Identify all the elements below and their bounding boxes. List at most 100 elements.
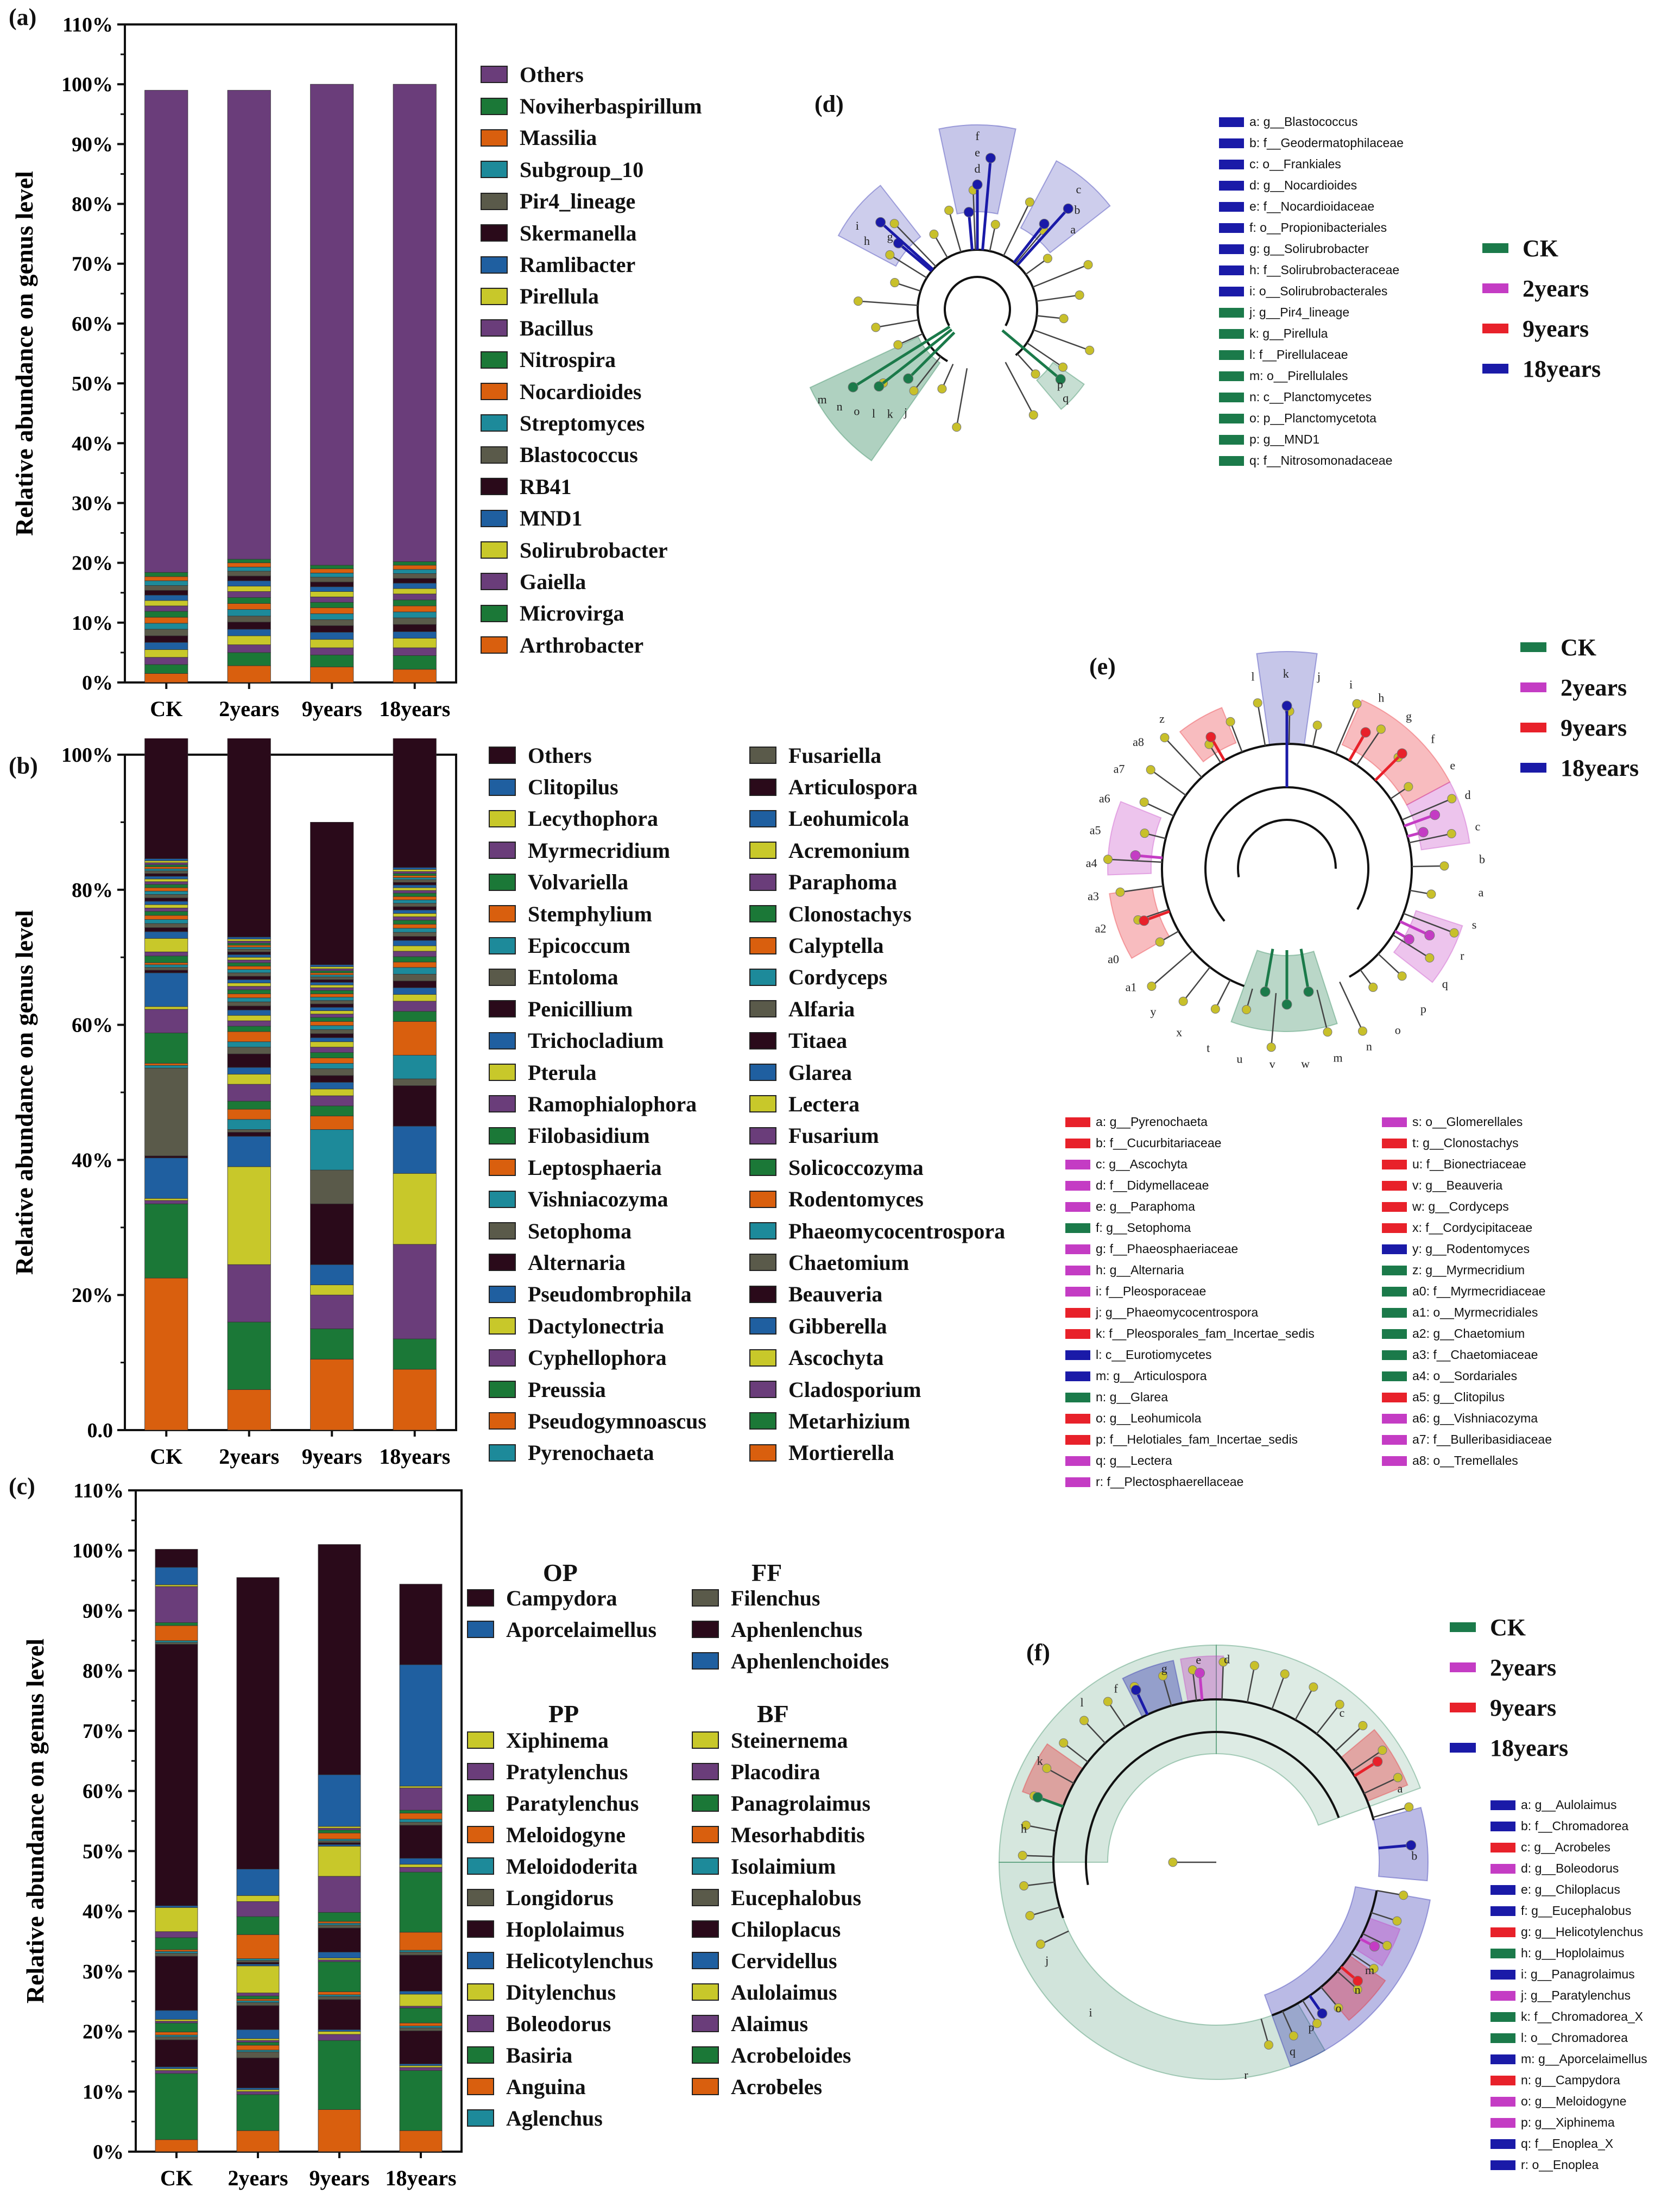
bar-segment-clitopilus [393,867,437,870]
bar-segment-aphenlenchus [155,1956,198,2011]
group-legend-item-18years: 18years [1450,1728,1568,1768]
taxon-label: a: g__Blastococcus [1249,115,1358,129]
clado-node [1430,810,1441,820]
legend-b-item-pterula: Pterula [489,1057,706,1088]
taxon-label: d: f__Didymellaceae [1096,1178,1209,1192]
bar-segment-aphenlenchoides [399,1990,443,1995]
bar-segment-acrobeles [236,2130,280,2152]
bar-segment-mesorhabditis [399,2022,443,2026]
bar-segment-dactylonectria [227,983,271,987]
bar-segment-massilia [227,562,271,567]
taxon-swatch [1219,371,1244,381]
panel-label-f: (f) [1026,1639,1050,1666]
bar-segment-volvariella [227,943,271,946]
taxon-label: c: g__Acrobeles [1521,1840,1610,1854]
clado-branch [1030,1906,1060,1917]
legend-swatch [692,1589,719,1607]
clado-node [1083,260,1093,270]
bar-segment-acrobeloides [155,2073,198,2140]
clado-node [972,179,983,190]
bar-segment-mnd1 [144,642,188,650]
legend-label: Pir4_lineage [520,189,636,214]
clade-letter: j [1045,1953,1049,1967]
bar-segment-rb41 [310,625,354,633]
bar-segment-fusariella [144,923,188,928]
taxon-label: m: g__Articulospora [1096,1369,1207,1383]
clade-letter: k [887,407,893,421]
legend-label: Stemphylium [528,901,652,926]
clado-branch-enriched [1299,949,1310,992]
clado-branch [1339,981,1363,1032]
clado-branch [889,254,927,279]
taxon-item-f-geodermatophilaceae: b: f__Geodermatophilaceae [1219,132,1404,154]
legend-swatch [467,1983,494,2001]
legend-a-item-skermanella: Skermanella [481,217,702,249]
bar-segment-leptosphaeria [227,965,271,970]
bar-segment-chaetomium [227,1129,271,1133]
legend-label: Pirellula [520,284,599,309]
cladogram-f: l k j i h g f e d c b a r qp o nm [998,1644,1431,2082]
bar-segment-titaea [227,1053,271,1068]
bar-segment-streptomyces [144,623,188,630]
legend-swatch [749,1444,776,1462]
taxon-swatch [1065,1117,1090,1127]
taxon-swatch [1065,1202,1090,1212]
taxon-item-g-nocardioides: d: g__Nocardioides [1219,175,1404,196]
legend-b-item-gibberella: Gibberella [749,1310,1005,1342]
taxon-item-g-chiloplacus: e: g__Chiloplacus [1490,1879,1647,1900]
bar-segment-eucephalobus [318,1996,361,2000]
bar-segment-preussia [393,920,437,925]
legend-label: Leohumicola [788,806,910,831]
taxon-label: a8: o__Tremellales [1412,1453,1518,1468]
clado-node [1031,369,1040,379]
bar-segment-setophoma [310,1000,354,1004]
bar-segment-gaiella [227,644,271,653]
bar-segment-aphenlenchoides [318,1951,361,1958]
bar-segment-phaeomycocentrospora [227,1119,271,1130]
taxon-label: h: g__Alternaria [1096,1263,1184,1277]
legend-swatch [749,1095,776,1113]
clado-node [1147,981,1157,991]
y-tick-label: 100% [72,1540,124,1563]
taxa-legend-d: a: g__Blastococcus b: f__Geodermatophilac… [1219,111,1404,471]
bar-segment-acremonium [227,1015,271,1021]
x-tick-label: CK [150,697,182,721]
legend-swatch [489,1412,516,1430]
clade-letter: n [1355,1983,1361,1996]
taxon-label: q: f__Enoplea_X [1521,2136,1614,2151]
legend-label: Mortierella [788,1440,894,1465]
bar-segment-articulospora [310,1033,354,1038]
legend-label: Basiria [506,2043,573,2067]
clado-branch [1288,711,1291,744]
bar-segment-clitopilus [227,937,271,940]
taxon-swatch [1382,1434,1407,1445]
clado-branch-enriched [878,328,953,388]
bar-segment-metarhizium [144,1203,188,1279]
bar-segment-ramlibacter [227,580,271,587]
legend-label: Steinernema [731,1728,848,1753]
bar-segment-bacillus [393,593,437,600]
taxon-label: a: g__Aulolaimus [1521,1798,1617,1812]
bar-segment-ditylenchus [155,1907,198,1932]
taxon-item-f-pleosporaceae: i: f__Pleosporaceae [1065,1281,1315,1302]
bar-segment-beauveria [393,1085,437,1127]
bar-segment-basiria [399,1871,443,1933]
clado-node [929,229,939,239]
taxon-swatch [1490,1969,1515,1980]
legend-label: Longidorus [506,1885,614,1910]
bar-segment-volvariella [144,864,188,867]
clado-node [1369,1941,1380,1952]
bar-segment-pseudombrophila [227,979,271,983]
legend-b-item-calyptella: Calyptella [749,930,1005,961]
legend-c-pp: Xiphinema Pratylenchus Paratylenchus Meloid… [467,1724,653,2134]
legend-label: Cordyceps [788,965,888,990]
taxon-swatch [1490,1885,1515,1895]
clado-node [1323,1027,1332,1037]
clado-node [1397,748,1407,759]
bar-segment-alternaria [310,1003,354,1008]
taxa-legend-e-col2: s: o__Glomerellales t: g__Clonostachys u: … [1382,1111,1552,1471]
legend-swatch [467,2046,494,2064]
bar-segment-clonostachys [310,1052,354,1058]
clado-branch [1026,342,1064,368]
bar-segment-campydora [318,1544,361,1775]
